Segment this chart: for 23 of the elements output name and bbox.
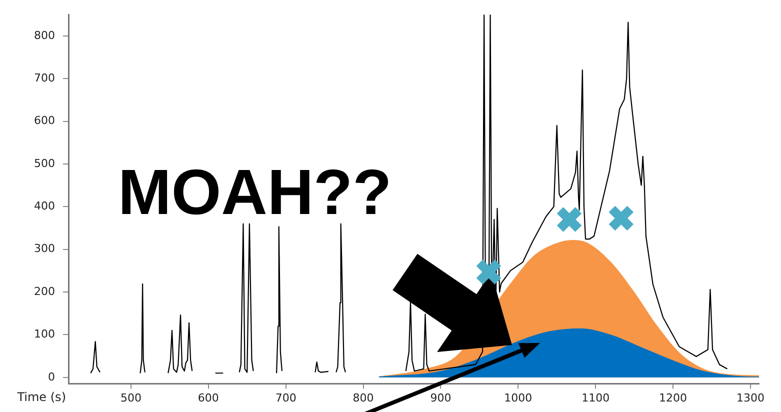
x-axis-title: Time (s)	[16, 390, 66, 404]
annotation: MOAH??	[118, 156, 392, 228]
y-tick-label: 300	[34, 242, 55, 256]
y-tick-label: 600	[34, 114, 55, 128]
y-tick-label: 700	[34, 71, 55, 84]
y-tick-label: 200	[34, 284, 55, 298]
x-tick-label: 1200	[659, 391, 688, 404]
x-tick-label: 900	[430, 391, 452, 404]
y-tick-label: 100	[34, 328, 55, 341]
y-tick-label: 400	[34, 200, 55, 213]
x-tick-label: 500	[120, 391, 142, 404]
y-tick-label: 800	[34, 28, 55, 42]
x-tick-label: 1100	[582, 391, 610, 404]
x-tick-label: 1300	[736, 391, 764, 404]
y-tick-label: 500	[34, 156, 55, 170]
y-tick-label: 0	[48, 370, 55, 384]
x-tick-label: 1000	[504, 391, 532, 404]
point	[475, 258, 502, 286]
point	[607, 204, 635, 232]
x-tick-label: 800	[352, 391, 374, 404]
point	[556, 206, 583, 234]
x-tick-label: 700	[275, 391, 296, 404]
x-tick-label: 600	[198, 391, 219, 404]
